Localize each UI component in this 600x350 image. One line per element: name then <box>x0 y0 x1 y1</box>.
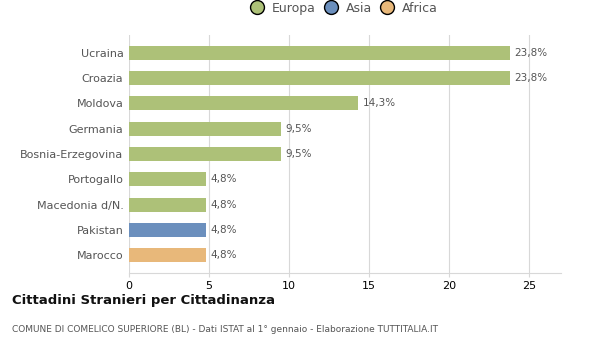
Bar <box>129 172 206 186</box>
Text: 4,8%: 4,8% <box>211 199 237 210</box>
Bar <box>129 71 510 85</box>
Text: 4,8%: 4,8% <box>211 250 237 260</box>
Bar <box>129 46 510 60</box>
Bar <box>129 198 206 211</box>
Text: 9,5%: 9,5% <box>286 124 313 134</box>
Text: 14,3%: 14,3% <box>362 98 396 108</box>
Bar <box>129 97 358 110</box>
Legend: Europa, Asia, Africa: Europa, Asia, Africa <box>248 0 442 19</box>
Text: COMUNE DI COMELICO SUPERIORE (BL) - Dati ISTAT al 1° gennaio - Elaborazione TUTT: COMUNE DI COMELICO SUPERIORE (BL) - Dati… <box>12 326 438 335</box>
Bar <box>129 122 281 136</box>
Bar <box>129 248 206 262</box>
Text: 9,5%: 9,5% <box>286 149 313 159</box>
Text: 4,8%: 4,8% <box>211 174 237 184</box>
Bar <box>129 147 281 161</box>
Text: Cittadini Stranieri per Cittadinanza: Cittadini Stranieri per Cittadinanza <box>12 294 275 307</box>
Bar <box>129 223 206 237</box>
Text: 23,8%: 23,8% <box>515 48 548 58</box>
Text: 4,8%: 4,8% <box>211 225 237 235</box>
Text: 23,8%: 23,8% <box>515 73 548 83</box>
